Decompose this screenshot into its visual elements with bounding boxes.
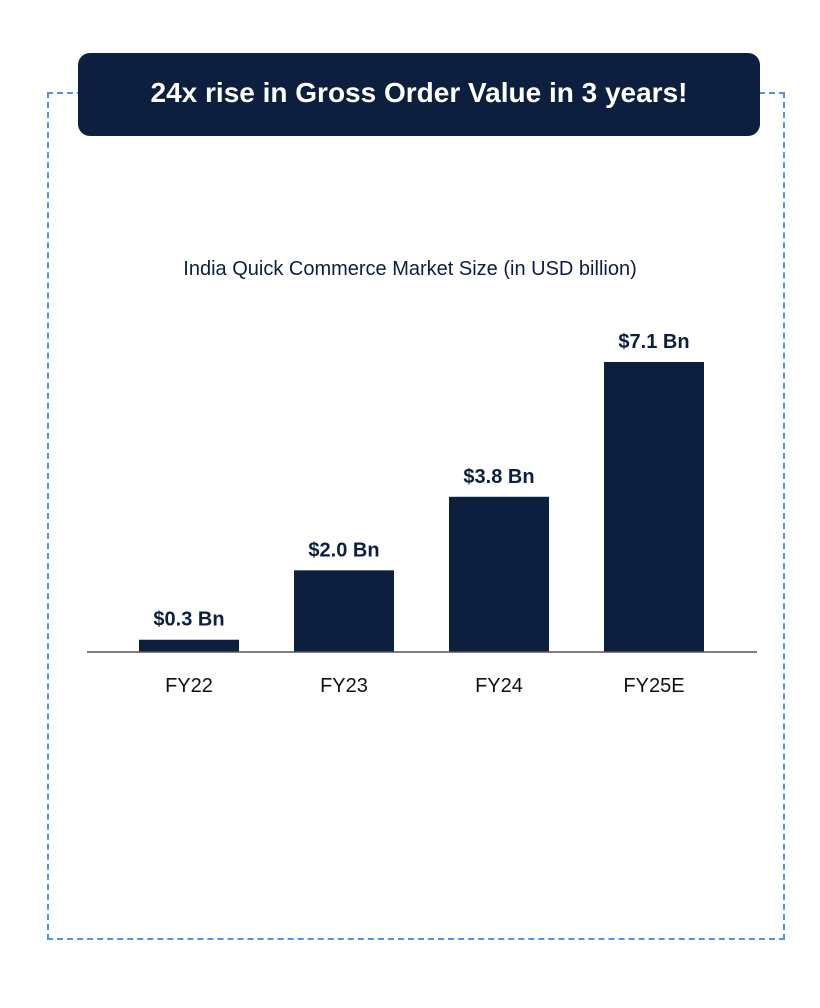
bar-fy23 (294, 570, 394, 652)
chart-title: India Quick Commerce Market Size (in USD… (183, 258, 637, 280)
data-label-fy25e: $7.1 Bn (618, 331, 689, 353)
tick-label-fy25e: FY25E (623, 675, 684, 697)
tick-label-fy22: FY22 (165, 675, 213, 697)
bar-fy24 (449, 496, 549, 652)
data-label-fy22: $0.3 Bn (153, 609, 224, 631)
headline-banner: 24x rise in Gross Order Value in 3 years… (78, 53, 760, 136)
bar-fy22 (139, 639, 239, 652)
headline-text: 24x rise in Gross Order Value in 3 years… (150, 76, 688, 108)
data-label-fy23: $2.0 Bn (308, 539, 379, 561)
labels-layer: $0.3 Bn FY22 $2.0 Bn FY23 $3.8 Bn FY24 $7.1 Bn… (153, 331, 689, 697)
bar-fy25e (604, 362, 704, 652)
tick-label-fy23: FY23 (320, 675, 368, 697)
tick-label-fy24: FY24 (475, 675, 523, 697)
bars-layer (139, 362, 704, 652)
data-label-fy24: $3.8 Bn (463, 466, 534, 488)
